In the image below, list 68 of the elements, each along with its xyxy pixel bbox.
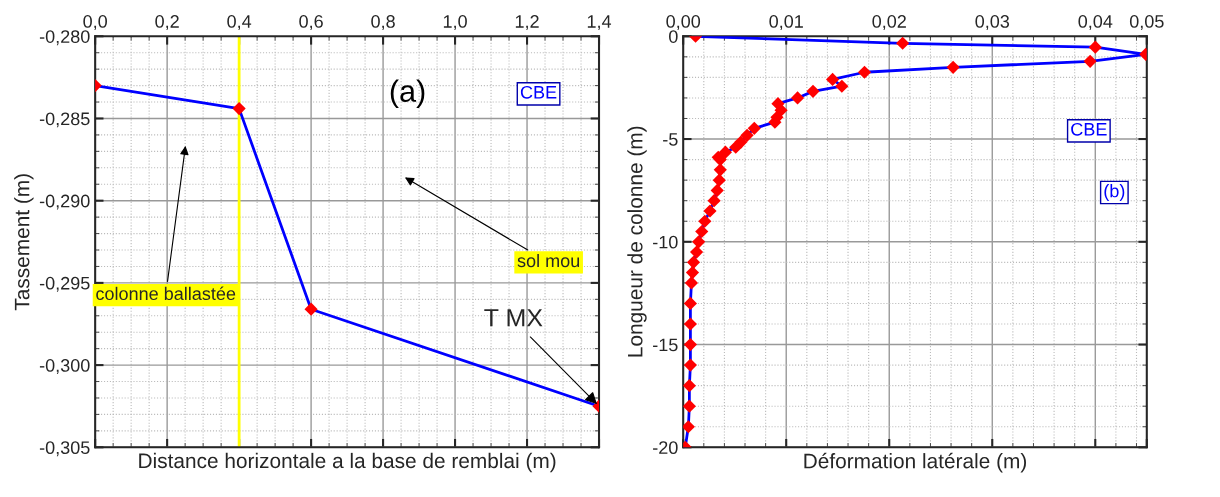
x-tick-label: 0,02 [872, 15, 906, 30]
point [692, 235, 706, 249]
annotation: colonne ballastée [96, 286, 236, 301]
point [946, 60, 960, 74]
y-tick-label: -0,280 [39, 30, 90, 46]
x-tick-label: 0,2 [155, 15, 179, 30]
x-tick-label: 0,6 [299, 15, 323, 30]
x-tick-label: 0,05 [1129, 15, 1164, 30]
x-axis-title: Distance horizontale a la base de remblai (m) [139, 452, 556, 473]
point [707, 194, 721, 208]
point [683, 296, 697, 311]
point [857, 65, 872, 79]
point [685, 266, 700, 280]
point [683, 399, 696, 413]
x-tick-label: 1,0 [443, 15, 467, 30]
x-tick-label: 1,2 [515, 15, 539, 30]
y-axis-title: Longueur de colonne (m) [627, 126, 647, 357]
point [790, 91, 805, 105]
x-axis-title: Déformation latérale (m) [804, 452, 1027, 473]
y-tick-label: -5 [663, 133, 678, 146]
annotation: sol mou [517, 253, 580, 268]
point [896, 36, 910, 50]
point [747, 121, 761, 135]
point [683, 317, 697, 331]
point [710, 183, 724, 197]
annotation: CBE [1071, 122, 1107, 136]
point [835, 79, 849, 93]
point [729, 140, 743, 154]
y-tick-label: -0,290 [39, 194, 90, 210]
x-tick-label: 0,00 [666, 15, 701, 30]
point [690, 245, 704, 259]
y-tick-label: -10 [653, 235, 678, 249]
point [718, 145, 733, 159]
x-tick-label: 0,4 [227, 15, 252, 30]
point [683, 379, 696, 393]
point [825, 72, 840, 87]
point [1088, 40, 1102, 54]
point [683, 420, 695, 434]
x-tick-label: 0,04 [1078, 15, 1113, 30]
point [806, 84, 820, 98]
y-tick-label: 0 [669, 30, 678, 43]
annotation: (b) [1104, 184, 1125, 201]
x-tick-label: 1,4 [587, 15, 612, 30]
y-tick-label: -20 [653, 441, 678, 455]
point [683, 337, 697, 352]
x-tick-label: 0,0 [83, 15, 107, 30]
point [713, 163, 727, 177]
y-tick-label: -0,285 [39, 112, 90, 128]
annotation: (a) [390, 79, 425, 109]
y-tick-label: -15 [653, 338, 678, 352]
y-tick-label: -0,295 [39, 276, 90, 292]
x-tick-label: 0,03 [975, 15, 1010, 30]
point [703, 204, 717, 218]
point [712, 173, 726, 187]
point [740, 128, 754, 142]
annotation: CBE [520, 85, 557, 99]
point [698, 214, 712, 228]
point [695, 224, 709, 239]
point [1083, 54, 1097, 68]
y-tick-label: -0,300 [39, 359, 90, 374]
point [684, 276, 699, 290]
y-axis-title: Tassement (m) [14, 174, 34, 311]
x-tick-label: 0,8 [371, 15, 395, 30]
point [683, 358, 697, 372]
annotation: T MX [484, 309, 543, 327]
y-tick-label: -0,305 [39, 441, 90, 457]
point [686, 255, 701, 269]
x-tick-label: 0,01 [769, 15, 803, 30]
